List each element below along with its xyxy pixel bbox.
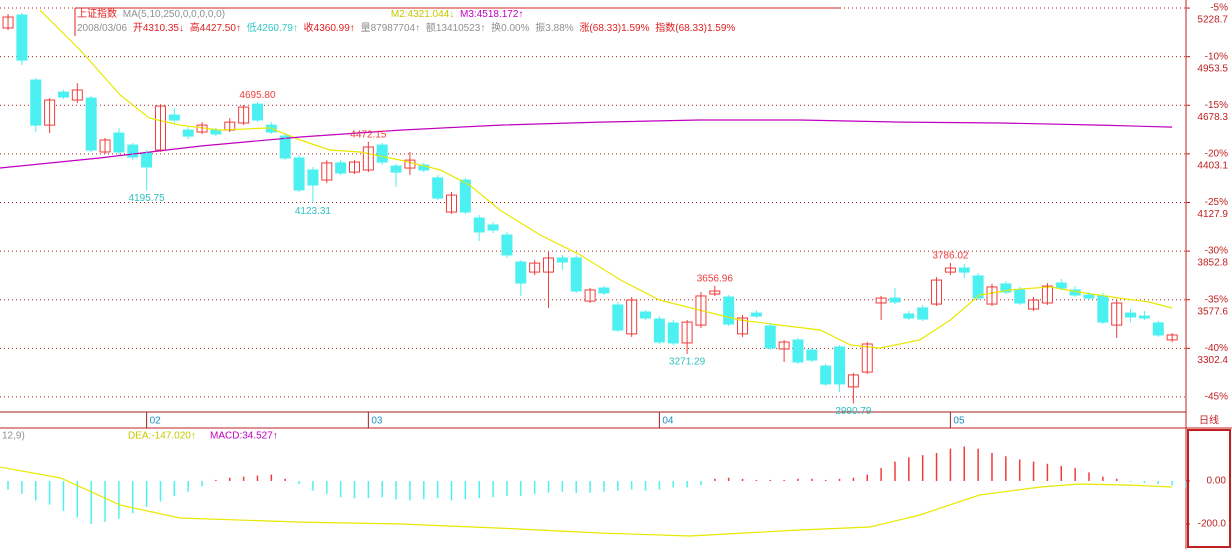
y-tick-label: 4678.3 — [1197, 112, 1228, 123]
price-annotation: 4695.80 — [239, 90, 276, 101]
pct-tick-label: -15% — [1205, 100, 1228, 111]
x-tick-label: 03 — [371, 416, 383, 427]
pct-tick-label: -30% — [1205, 246, 1228, 257]
pct-tick-label: -25% — [1205, 197, 1228, 208]
pct-tick-label: -35% — [1205, 294, 1228, 305]
macd-plot — [0, 446, 1186, 537]
y-tick-label: 5228.7 — [1197, 15, 1228, 26]
x-tick-label: 02 — [150, 416, 162, 427]
y-tick-label: 0.00 — [1207, 476, 1227, 487]
price-annotation: 3271.29 — [669, 356, 706, 367]
price-annotation: 4195.75 — [129, 193, 166, 204]
pct-tick-label: -40% — [1205, 343, 1228, 354]
macd-params: 12,9) — [2, 431, 25, 442]
y-tick-label: 4403.1 — [1197, 161, 1228, 172]
y-tick-label: -200.0 — [1198, 519, 1227, 530]
pct-tick-label: -20% — [1205, 148, 1228, 159]
macd-label: MACD:34.527↑ — [210, 431, 278, 442]
ma-params: MA(5,10,250,0,0,0,0,0) — [122, 9, 226, 20]
change: 涨(68.33)1.59% — [579, 23, 650, 34]
amount: 额13410523↑ — [425, 23, 486, 34]
turnover: 换0.00% — [491, 23, 530, 34]
index-change: 指数(68.33)1.59% — [655, 23, 736, 34]
ma-line — [0, 119, 1173, 169]
close: 收4360.99↑ — [303, 23, 355, 34]
y-tick-label: 3302.4 — [1197, 355, 1228, 366]
low: 低4260.79↑ — [246, 23, 298, 34]
index-name[interactable]: 上证指数 — [77, 9, 117, 20]
open: 开4310.35↓ — [132, 23, 184, 34]
date: 2008/03/06 — [77, 23, 128, 34]
amplitude: 振3.88% — [535, 23, 574, 34]
period-label[interactable]: 日线 — [1199, 414, 1219, 427]
pct-tick-label: -10% — [1205, 51, 1228, 62]
pct-tick-label: -45% — [1205, 392, 1228, 403]
x-tick-label: 05 — [953, 416, 965, 427]
x-tick-label: 04 — [662, 416, 674, 427]
ma-line — [39, 9, 1173, 349]
y-tick-label: 3577.6 — [1197, 306, 1228, 317]
m3-value: M3:4518.172↑ — [460, 9, 524, 20]
price-annotation: 4472.15 — [350, 129, 387, 140]
dea-label: DEA:-147.020↑ — [128, 431, 196, 442]
price-annotation: 2990.79 — [835, 406, 872, 417]
y-tick-label: 4953.5 — [1197, 63, 1228, 74]
m2-value: M2:4321.044↓ — [390, 9, 455, 20]
volume: 量87987704↑ — [360, 23, 421, 34]
ma-line — [0, 466, 1173, 537]
header-line-1: 上证指数 MA(5,10,250,0,0,0,0,0) M2:4321.044↓… — [77, 5, 526, 20]
period-box[interactable] — [1187, 429, 1231, 548]
header-line-2: 2008/03/06 开4310.35↓ 高4427.50↑ 低4260.79↑… — [77, 19, 738, 34]
y-tick-label: 4127.9 — [1197, 209, 1228, 220]
y-tick-label: 3852.8 — [1197, 258, 1228, 269]
price-annotation: 4123.31 — [295, 206, 332, 217]
price-annotation: 3786.02 — [932, 251, 969, 262]
plot — [0, 9, 1178, 388]
high: 高4427.50↑ — [189, 23, 241, 34]
pct-tick-label: -5% — [1210, 3, 1228, 14]
price-annotation: 3656.96 — [697, 273, 734, 284]
